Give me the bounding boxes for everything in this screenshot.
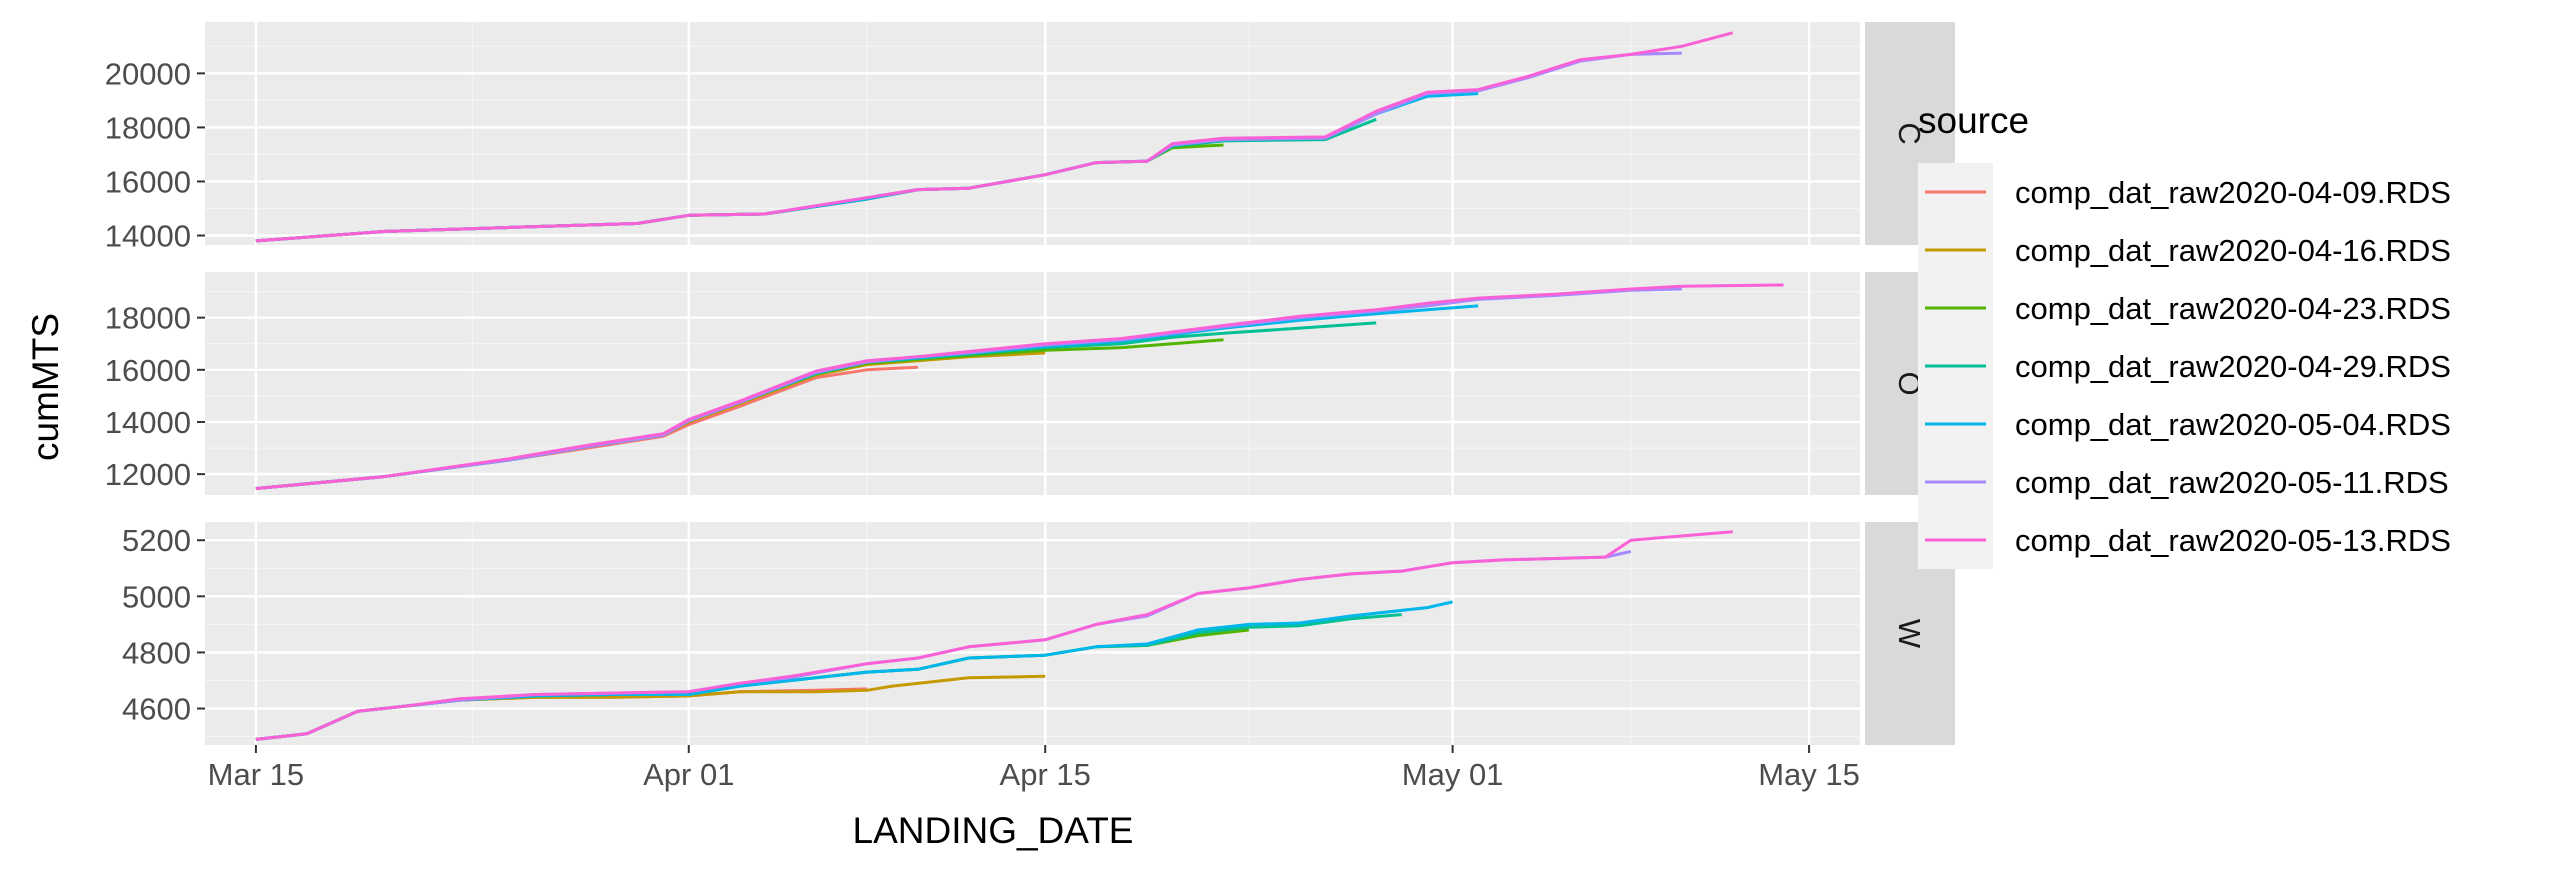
panel-w: 4600 4800 5000 5200 W	[122, 522, 1955, 745]
legend-item: comp_dat_raw2020-05-13.RDS	[1918, 511, 2451, 569]
y-tick-label: 12000	[105, 457, 191, 492]
x-tick-label: Mar 15	[208, 757, 304, 792]
y-tick-label: 5200	[122, 523, 191, 558]
y-tick-label: 14000	[105, 219, 191, 254]
x-tick-label: Apr 15	[1000, 757, 1091, 792]
legend-item: comp_dat_raw2020-04-29.RDS	[1918, 337, 2451, 395]
legend-label: comp_dat_raw2020-04-23.RDS	[2015, 291, 2451, 326]
y-tick-label: 16000	[105, 353, 191, 388]
legend-label: comp_dat_raw2020-05-11.RDS	[2015, 465, 2449, 500]
legend-label: comp_dat_raw2020-04-16.RDS	[2015, 233, 2451, 268]
series-line	[255, 31, 1734, 243]
panel-c: 14000 16000 18000 20000 C	[105, 22, 1955, 254]
legend-label: comp_dat_raw2020-05-13.RDS	[2015, 523, 2451, 558]
legend: source comp_dat_raw2020-04-09.RDS comp_da…	[1918, 100, 2451, 569]
y-tick-label: 4600	[122, 692, 191, 727]
x-axis-title: LANDING_DATE	[853, 810, 1134, 851]
y-tick-label: 20000	[105, 56, 191, 91]
legend-item: comp_dat_raw2020-04-23.RDS	[1918, 279, 2451, 337]
legend-item: comp_dat_raw2020-04-09.RDS	[1918, 163, 2451, 221]
legend-label: comp_dat_raw2020-04-09.RDS	[2015, 175, 2451, 210]
legend-item: comp_dat_raw2020-05-11.RDS	[1918, 453, 2449, 511]
x-tick-label: Apr 01	[643, 757, 734, 792]
series-line	[255, 283, 1784, 490]
strip-label: C	[1892, 122, 1927, 144]
legend-item: comp_dat_raw2020-04-16.RDS	[1918, 221, 2451, 279]
y-tick-label: 14000	[105, 405, 191, 440]
strip-label: W	[1892, 619, 1927, 649]
y-tick-label: 4800	[122, 635, 191, 670]
series-line	[255, 530, 1733, 741]
x-tick-label: May 15	[1758, 757, 1860, 792]
y-tick-label: 18000	[105, 301, 191, 336]
y-tick-label: 16000	[105, 164, 191, 199]
legend-label: comp_dat_raw2020-05-04.RDS	[2015, 407, 2451, 442]
x-tick-label: May 01	[1402, 757, 1504, 792]
x-axis: Mar 15 Apr 01 Apr 15 May 01 May 15	[208, 745, 1860, 792]
panels: 14000 16000 18000 20000 C 12000 14000 16000 1800…	[105, 22, 1955, 745]
legend-title: source	[1918, 100, 2029, 141]
panel-background	[205, 272, 1860, 495]
legend-label: comp_dat_raw2020-04-29.RDS	[2015, 349, 2451, 384]
legend-item: comp_dat_raw2020-05-04.RDS	[1918, 395, 2451, 453]
y-tick-label: 18000	[105, 110, 191, 145]
y-axis-title: cumMTS	[25, 313, 66, 461]
y-tick-label: 5000	[122, 579, 191, 614]
